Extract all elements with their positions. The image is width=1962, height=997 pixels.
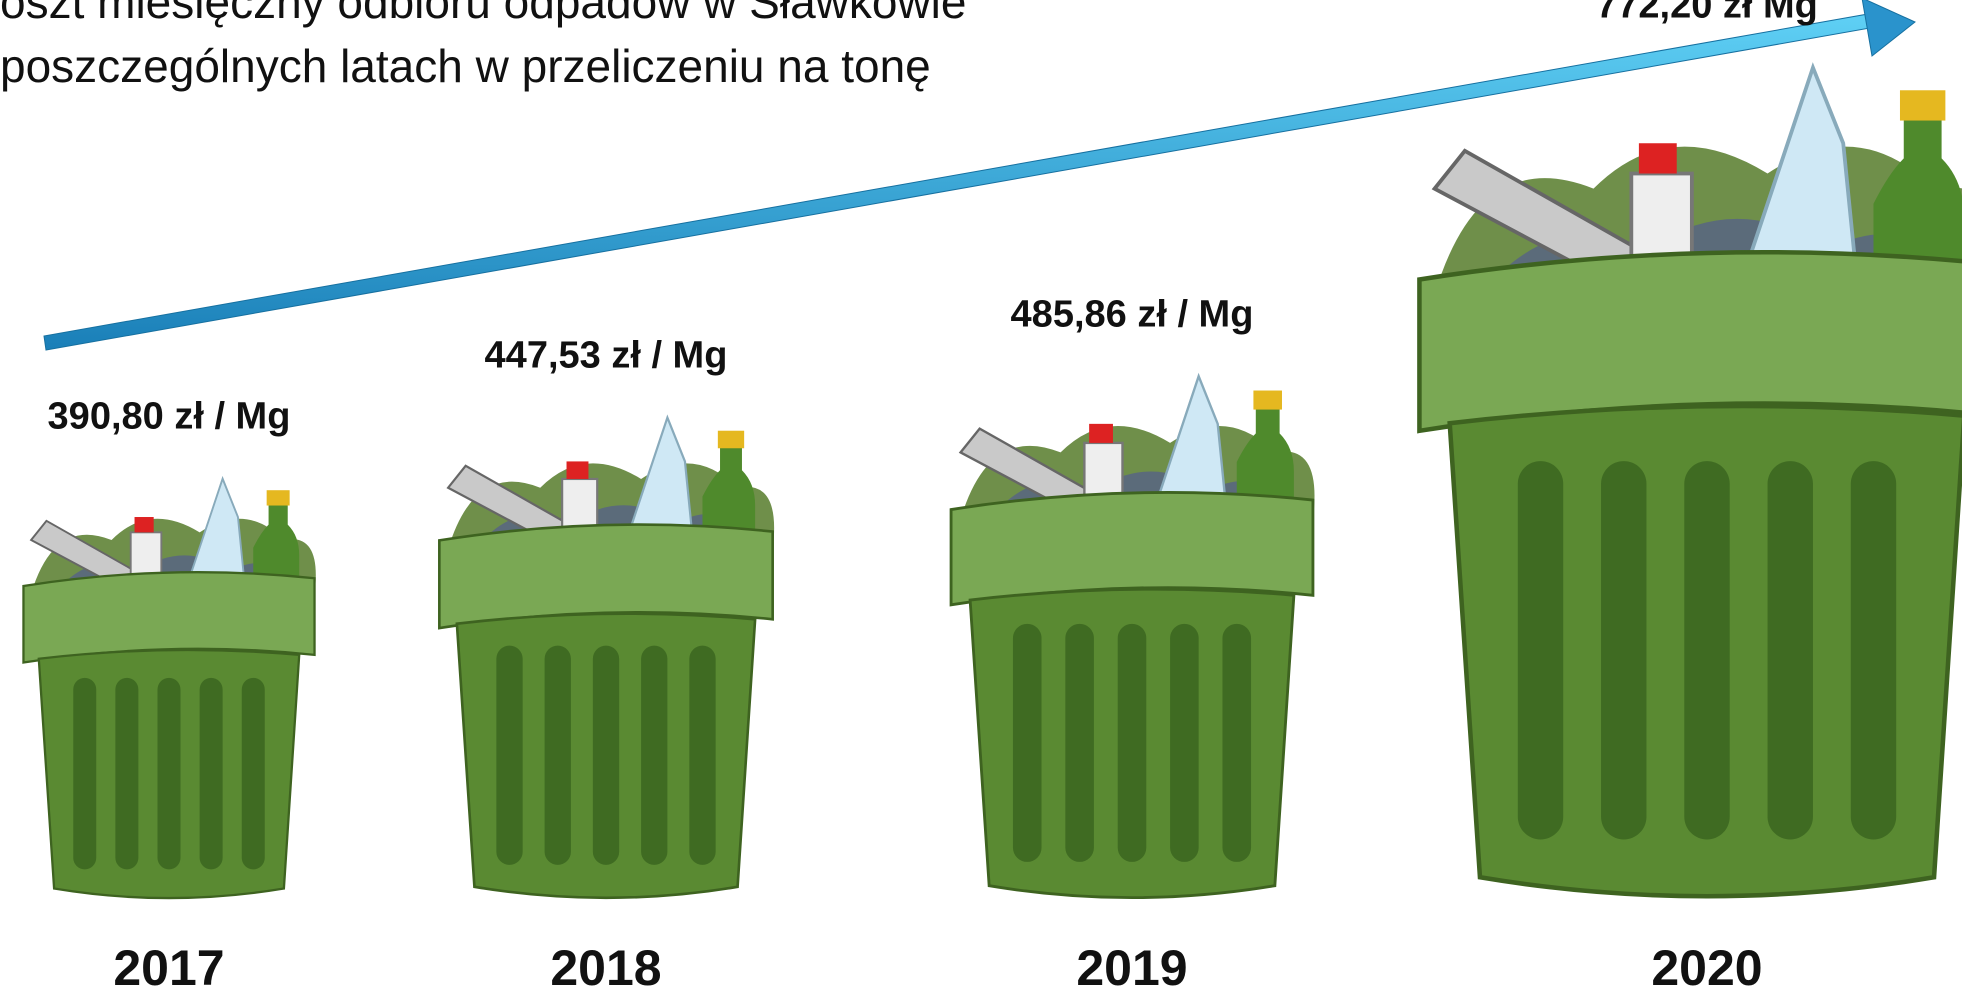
- trash: [1638, 143, 1677, 174]
- year-label: 2020: [1651, 940, 1762, 996]
- stripe: [1170, 623, 1199, 862]
- stripe: [157, 677, 181, 870]
- stripe: [1601, 461, 1647, 840]
- year-label: 2019: [1076, 940, 1187, 996]
- value-label: 772,20 zł Mg: [1596, 0, 1818, 27]
- stripe: [1517, 461, 1564, 840]
- trend-arrow: [43, 0, 1916, 351]
- stripe: [1012, 623, 1042, 862]
- stripe: [199, 677, 223, 870]
- year-label: 2018: [550, 940, 661, 996]
- bin: [949, 372, 1315, 900]
- stripe: [544, 645, 571, 865]
- stripe: [689, 645, 716, 865]
- trash: [1236, 404, 1294, 520]
- value-label: 485,86 zł / Mg: [1011, 293, 1254, 335]
- trash: [1089, 423, 1113, 443]
- stripe: [1767, 461, 1813, 840]
- trash: [702, 443, 756, 550]
- trash: [134, 517, 154, 533]
- stripe: [641, 645, 668, 865]
- trash: [253, 501, 300, 594]
- bin: [438, 414, 775, 900]
- stripe: [1222, 623, 1252, 862]
- trash: [1873, 112, 1962, 295]
- value-label: 447,53 zł / Mg: [485, 335, 728, 377]
- trash: [1899, 90, 1946, 121]
- stripe: [115, 677, 139, 870]
- trash: [266, 490, 290, 506]
- trash: [1253, 390, 1282, 410]
- stripe: [1117, 623, 1147, 862]
- stripe: [241, 677, 265, 870]
- stripe: [496, 645, 523, 865]
- rim: [1417, 249, 1962, 434]
- value-label: 390,80 zł / Mg: [48, 396, 291, 438]
- title-line: oszt miesięczny odbioru odpadów w Sławko…: [0, 0, 966, 28]
- stripe: [1065, 623, 1094, 862]
- stripe: [73, 677, 97, 870]
- trash: [566, 461, 589, 479]
- bin: [1417, 62, 1962, 899]
- bin: [22, 475, 316, 900]
- stripe: [1850, 461, 1897, 840]
- stripe: [1684, 461, 1730, 840]
- stripe: [592, 645, 620, 865]
- title-line: poszczególnych latach w przeliczeniu na …: [0, 40, 931, 92]
- trash: [717, 430, 745, 449]
- year-label: 2017: [113, 940, 224, 996]
